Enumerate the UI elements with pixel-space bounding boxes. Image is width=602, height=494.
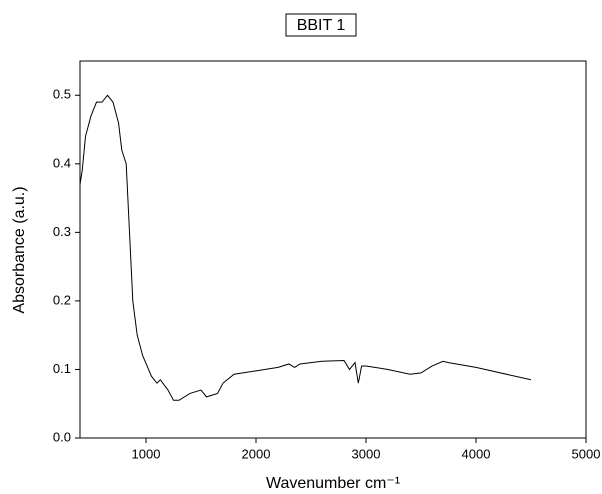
spectrum-line — [79, 94, 532, 401]
x-tick-label: 4000 — [462, 446, 491, 461]
x-tick-label: 1000 — [132, 446, 161, 461]
y-tick-label: 0.4 — [53, 155, 71, 170]
chart-title: BBIT 1 — [297, 17, 346, 34]
y-tick-label: 0.3 — [53, 224, 71, 239]
x-tick-label: 5000 — [572, 446, 601, 461]
x-tick-label: 3000 — [352, 446, 381, 461]
y-tick-label: 0.0 — [53, 429, 71, 444]
y-axis-label: Absorbance (a.u.) — [11, 186, 28, 313]
x-axis-label: Wavenumber cm⁻¹ — [266, 475, 400, 492]
y-tick-label: 0.5 — [53, 87, 71, 102]
x-tick-label: 2000 — [242, 446, 271, 461]
plot-frame — [79, 60, 587, 439]
y-tick-label: 0.2 — [53, 292, 71, 307]
title-box — [285, 13, 357, 37]
y-tick-label: 0.1 — [53, 361, 71, 376]
